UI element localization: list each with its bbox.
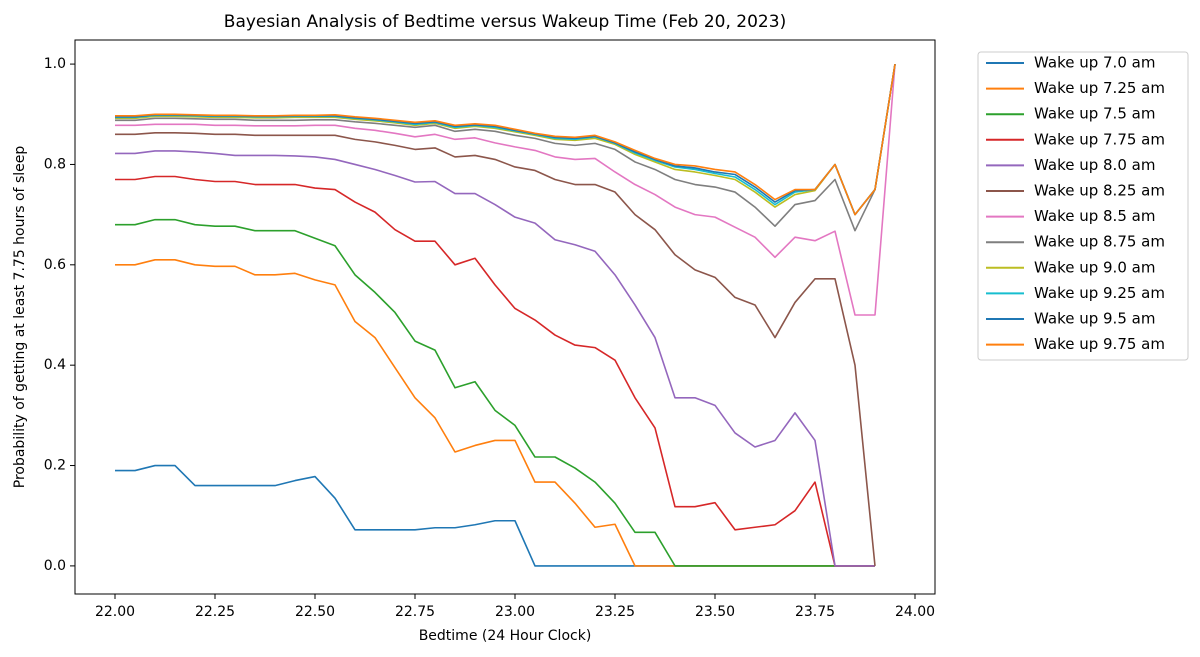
x-tick-label: 22.75 (395, 604, 435, 620)
series-line (115, 218, 875, 567)
legend-label: Wake up 7.5 am (1034, 105, 1155, 123)
legend-label: Wake up 7.75 am (1034, 130, 1165, 148)
series-line (115, 63, 896, 216)
x-tick-label: 23.50 (695, 604, 735, 620)
x-tick-label: 23.75 (795, 604, 835, 620)
axes-frame (74, 39, 936, 595)
series-line (115, 63, 896, 216)
x-tick-label: 22.25 (195, 604, 235, 620)
series-line (115, 175, 875, 567)
series-line (115, 64, 896, 316)
series-line (115, 63, 896, 232)
y-tick-label: 0.2 (44, 458, 66, 474)
chart-title: Bayesian Analysis of Bedtime versus Wake… (224, 12, 786, 32)
y-axis-label: Probability of getting at least 7.75 hou… (12, 146, 28, 489)
legend-label: Wake up 7.0 am (1034, 54, 1155, 72)
legend-label: Wake up 7.25 am (1034, 79, 1165, 97)
x-tick-label: 24.00 (895, 604, 935, 620)
x-tick-label: 23.25 (595, 604, 635, 620)
legend-label: Wake up 9.0 am (1034, 258, 1155, 276)
y-tick-label: 0.6 (44, 257, 66, 273)
plot-area (115, 63, 896, 567)
y-tick-label: 0.0 (44, 558, 66, 574)
legend-box (977, 51, 1189, 361)
y-tick-label: 0.4 (44, 357, 66, 373)
legend-label: Wake up 9.5 am (1034, 310, 1155, 328)
legend-label: Wake up 9.75 am (1034, 335, 1165, 353)
x-tick-label: 22.50 (295, 604, 335, 620)
y-tick-label: 0.8 (44, 156, 66, 172)
legend-label: Wake up 9.25 am (1034, 284, 1165, 302)
series-line (115, 132, 876, 566)
x-tick-label: 23.00 (495, 604, 535, 620)
legend-label: Wake up 8.5 am (1034, 207, 1155, 225)
x-axis-label: Bedtime (24 Hour Clock) (419, 628, 592, 644)
legend-label: Wake up 8.0 am (1034, 156, 1155, 174)
legend-label: Wake up 8.75 am (1034, 233, 1165, 251)
legend-label: Wake up 8.25 am (1034, 182, 1165, 200)
y-tick-label: 1.0 (44, 56, 66, 72)
x-tick-label: 22.00 (95, 604, 135, 620)
series-line (115, 150, 875, 567)
